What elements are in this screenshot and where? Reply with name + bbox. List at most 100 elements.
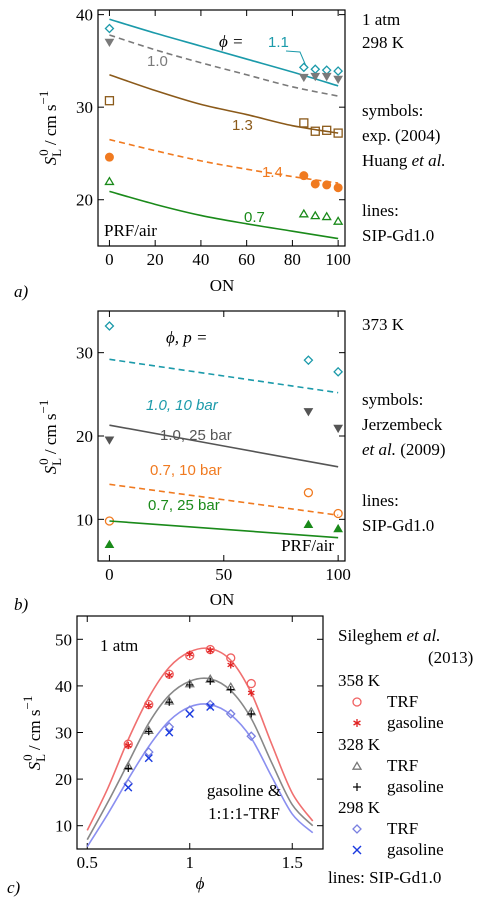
data-point-trf-358 K-shape [246, 678, 256, 689]
data-point-gasoline-358 K [206, 646, 214, 655]
series-line-358 K [86, 647, 314, 831]
data-point-0.7-shape [321, 211, 332, 221]
legend-header: ϕ = [219, 32, 244, 51]
data-point-1.0 [310, 72, 321, 82]
data-point-1.0, 10 bar-shape [333, 366, 344, 377]
data-point-1.0 [333, 75, 344, 84]
panel-label: c) [7, 878, 21, 897]
legend-header: ϕ, p = [166, 328, 208, 347]
side-note: 373 K [362, 315, 405, 334]
data-point-gasoline-358 K-arm [165, 672, 173, 678]
data-point-gasoline-328 K [206, 677, 214, 685]
data-point-gasoline-298 K [144, 754, 153, 763]
panel-a: 0 20 40 60 80 100 20 30 40 ϕ = 1.1 1.0 1.3 1.4 0.7 PRF/… [14, 6, 446, 301]
legend-label: TRF [387, 756, 418, 775]
legend-marker-gasoline-arm [353, 720, 361, 726]
side-note: 1 atm [362, 10, 400, 29]
data-point-gasoline-298 K [165, 728, 174, 737]
legend-marker-gasoline-d2 [352, 845, 362, 855]
data-point-1.0, 10 bar-shape [303, 355, 314, 366]
data-point-1.1 [104, 23, 115, 34]
y-axis-label: SL0 / cm s−1 [36, 91, 64, 166]
side-note: Jerzembeck [362, 415, 443, 434]
series-line-1.0 [109, 34, 339, 97]
series-label-1.3: 1.3 [232, 117, 253, 134]
data-point-gasoline-358 K [186, 650, 194, 658]
y-axis-label-text: SL0 / cm s−1 [20, 696, 48, 771]
data-point-0.7-shape [310, 210, 321, 220]
data-point-trf-298 K [225, 708, 236, 719]
data-point-1.3-shape [322, 125, 332, 135]
side-note: 298 K [362, 33, 405, 52]
data-point-1.0, 10 bar [333, 366, 344, 377]
side-note: exp. (2004) [362, 126, 440, 145]
side-note: symbols: [362, 390, 423, 409]
data-point-1.0, 10 bar-shape [104, 321, 115, 331]
data-point-gasoline-328 K [124, 764, 132, 772]
data-point-gasoline-358 K-arm [247, 690, 255, 696]
data-point-trf-298 K [143, 747, 154, 757]
y-tick-label: 20 [76, 427, 93, 446]
data-point-gasoline-298 K-d2 [206, 702, 215, 711]
data-point-0.7, 25 bar [333, 523, 344, 533]
y-tick-label: 50 [55, 630, 72, 649]
side-note: Huang et al. [362, 151, 446, 170]
data-point-gasoline-298 K [185, 709, 194, 718]
series-line-1.1 [109, 18, 339, 87]
series-line-0.7, 25 bar [109, 520, 339, 539]
data-point-gasoline-358 K [145, 701, 153, 710]
side-note: SIP-Gd1.0 [362, 226, 434, 245]
data-point-trf-298 K [164, 721, 175, 732]
data-point-1.0-shape [310, 72, 321, 82]
series-label-1.4: 1.4 [262, 164, 283, 181]
data-point-0.7 [310, 210, 321, 220]
y-axis-label-text: SL0 / cm s−1 [36, 400, 64, 475]
side-note: et al. (2009) [362, 440, 446, 459]
legend-marker-gasoline [353, 719, 361, 727]
data-point-gasoline-298 K-d2 [124, 783, 133, 792]
data-point-1.3-shape [333, 128, 343, 138]
inner-text-top: 1 atm [100, 636, 138, 655]
y-axis-label: SL0 / cm s−1 [36, 400, 64, 475]
legend-marker-TRF-shape [352, 824, 362, 834]
data-point-1.3-shape [104, 96, 115, 106]
data-point-0.7 [321, 211, 332, 221]
data-point-trf-298 K-shape [225, 708, 236, 719]
data-point-gasoline-358 K [165, 671, 173, 679]
lines-note: lines: SIP-Gd1.0 [328, 868, 441, 887]
x-tick-label: 60 [238, 250, 255, 269]
data-point-1.1-shape [104, 23, 115, 34]
data-point-1.1 [333, 66, 344, 77]
y-tick-label: 30 [76, 344, 93, 363]
side-note: lines: [362, 201, 399, 220]
data-point-1.4-shape [310, 179, 320, 189]
data-point-1.0-shape [321, 72, 332, 82]
side-note: SIP-Gd1.0 [362, 516, 434, 535]
y-axis-label: SL0 / cm s−1 [20, 696, 48, 771]
legend-title-year: (2013) [428, 648, 473, 667]
data-point-1.1 [310, 64, 321, 75]
data-point-1.0-shape [333, 75, 344, 84]
y-tick-label: 20 [55, 770, 72, 789]
data-point-trf-358 K [246, 678, 256, 689]
data-point-1.4 [310, 179, 320, 189]
x-tick-label: 40 [192, 250, 209, 269]
data-point-1.3-shape [310, 126, 320, 136]
x-tick-label: 0 [105, 250, 114, 269]
x-axis-label: ϕ [196, 874, 205, 893]
x-tick-label: 100 [325, 250, 351, 269]
y-tick-label: 40 [76, 6, 93, 25]
data-point-gasoline-298 K-d2 [185, 709, 194, 718]
x-tick-label: 80 [284, 250, 301, 269]
x-axis-label: ON [210, 276, 235, 295]
x-tick-label: 0.5 [77, 853, 98, 872]
legend-marker-gasoline [352, 845, 362, 855]
series-line-0.7, 10 bar [109, 483, 339, 516]
data-point-gasoline-328 K [145, 727, 153, 736]
data-point-1.3 [333, 128, 343, 138]
x-axis-label: ON [210, 590, 235, 609]
data-point-gasoline-358 K-arm [124, 743, 132, 748]
inner-text: PRF/air [104, 221, 157, 240]
data-point-gasoline-328 K [247, 710, 255, 718]
